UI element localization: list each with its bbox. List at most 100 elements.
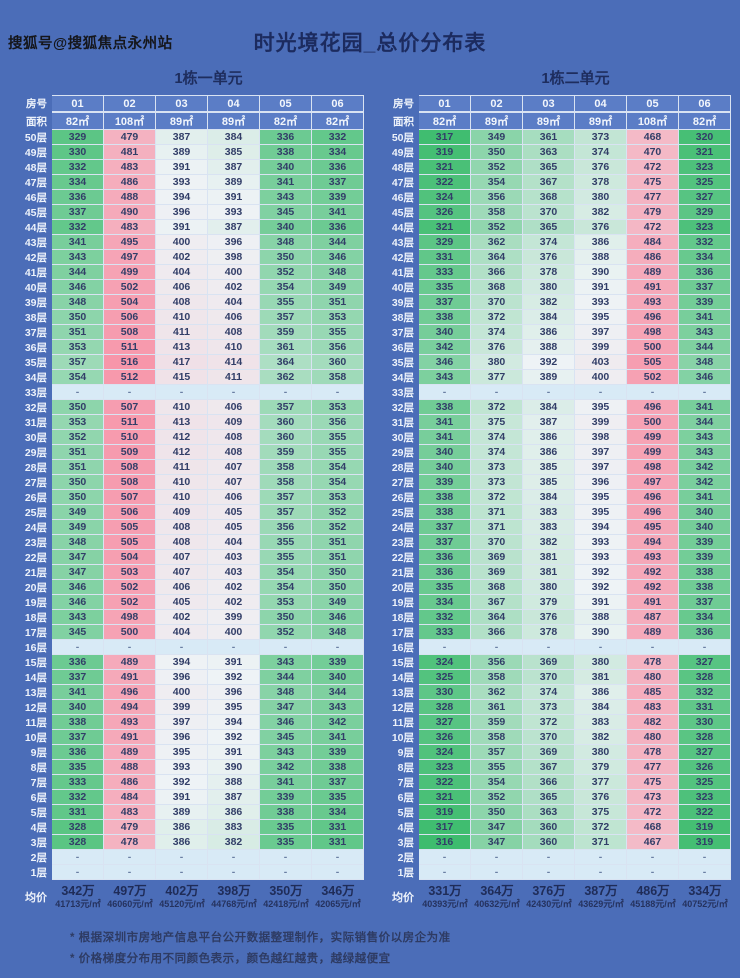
price-cell: 333 bbox=[52, 775, 104, 790]
price-cell: 347 bbox=[471, 835, 523, 850]
price-cell: 339 bbox=[312, 745, 364, 760]
floor-row: 7层 333 486 392 388 341 337 bbox=[8, 775, 364, 790]
price-cell: 355 bbox=[312, 445, 364, 460]
floor-label: 15层 bbox=[24, 657, 47, 669]
price-cell: 331 bbox=[52, 805, 104, 820]
page-title: 时光境花园_总价分布表 bbox=[253, 32, 487, 55]
price-cell: 355 bbox=[312, 430, 364, 445]
price-cell: 348 bbox=[260, 235, 312, 250]
price-cell: 402 bbox=[208, 595, 260, 610]
room-header-cell: 06 bbox=[312, 95, 364, 112]
price-cell: 378 bbox=[575, 175, 627, 190]
price-cell: 498 bbox=[104, 610, 156, 625]
floor-label: 6层 bbox=[30, 792, 47, 804]
empty-price-cell: - bbox=[52, 385, 104, 400]
floor-label: 18层 bbox=[24, 612, 47, 624]
floor-label: 29层 bbox=[24, 447, 47, 459]
price-cell: 324 bbox=[419, 190, 471, 205]
floor-label: 19层 bbox=[24, 597, 47, 609]
price-cell: 392 bbox=[523, 355, 575, 370]
price-cell: 374 bbox=[471, 430, 523, 445]
price-cell: 322 bbox=[419, 175, 471, 190]
price-cell: 389 bbox=[156, 805, 208, 820]
price-cell: 396 bbox=[208, 235, 260, 250]
room-header-cell: 02 bbox=[104, 95, 156, 112]
price-cell: 335 bbox=[52, 760, 104, 775]
empty-price-cell: - bbox=[419, 640, 471, 655]
floor-label: 45层 bbox=[24, 207, 47, 219]
empty-price-cell: - bbox=[104, 850, 156, 865]
price-cell: 328 bbox=[52, 820, 104, 835]
price-cell: 400 bbox=[156, 235, 208, 250]
floor-row: 40层 335 368 380 391 491 337 bbox=[375, 280, 731, 295]
price-cell: 340 bbox=[679, 520, 731, 535]
price-cell: 345 bbox=[52, 625, 104, 640]
price-cell: 411 bbox=[208, 370, 260, 385]
price-cell: 326 bbox=[679, 760, 731, 775]
price-cell: 353 bbox=[312, 310, 364, 325]
price-cell: 335 bbox=[419, 280, 471, 295]
price-cell: 350 bbox=[471, 805, 523, 820]
price-cell: 391 bbox=[156, 160, 208, 175]
price-cell: 364 bbox=[260, 355, 312, 370]
floor-label: 3层 bbox=[30, 837, 47, 849]
floor-label: 10层 bbox=[24, 732, 47, 744]
price-cell: 350 bbox=[260, 250, 312, 265]
floor-row: 47层 334 486 393 389 341 337 bbox=[8, 175, 364, 190]
price-cell: 376 bbox=[471, 340, 523, 355]
avg-price-cell: 486万 45188元/㎡ bbox=[627, 880, 679, 914]
price-cell: 477 bbox=[627, 760, 679, 775]
price-cell: 495 bbox=[627, 520, 679, 535]
floor-row: 46层 336 488 394 391 343 339 bbox=[8, 190, 364, 205]
price-cell: 468 bbox=[627, 130, 679, 145]
price-cell: 489 bbox=[104, 745, 156, 760]
price-cell: 489 bbox=[104, 655, 156, 670]
price-cell: 356 bbox=[260, 520, 312, 535]
floor-row: 33层 - - - - - - bbox=[8, 385, 364, 400]
price-cell: 323 bbox=[419, 760, 471, 775]
price-cell: 386 bbox=[523, 325, 575, 340]
price-cell: 341 bbox=[260, 775, 312, 790]
price-cell: 339 bbox=[260, 790, 312, 805]
price-cell: 335 bbox=[312, 790, 364, 805]
price-cell: 388 bbox=[575, 610, 627, 625]
price-cell: 511 bbox=[104, 340, 156, 355]
avg-row-label: 均价 bbox=[392, 892, 414, 904]
price-cell: 339 bbox=[679, 550, 731, 565]
price-cell: 334 bbox=[679, 250, 731, 265]
price-cell: 333 bbox=[419, 265, 471, 280]
avg-total-price: 402万 bbox=[165, 884, 199, 899]
price-cell: 327 bbox=[679, 745, 731, 760]
price-cell: 400 bbox=[208, 625, 260, 640]
price-cell: 373 bbox=[575, 130, 627, 145]
price-cell: 336 bbox=[419, 550, 471, 565]
empty-price-cell: - bbox=[471, 640, 523, 655]
price-cell: 368 bbox=[523, 190, 575, 205]
price-cell: 379 bbox=[575, 760, 627, 775]
floor-label: 33层 bbox=[391, 387, 414, 399]
price-cell: 347 bbox=[260, 700, 312, 715]
price-cell: 387 bbox=[208, 790, 260, 805]
empty-price-cell: - bbox=[208, 385, 260, 400]
floor-row: 8层 335 488 393 390 342 338 bbox=[8, 760, 364, 775]
price-cell: 332 bbox=[312, 130, 364, 145]
floor-row: 5层 319 350 363 375 472 322 bbox=[375, 805, 731, 820]
price-cell: 346 bbox=[312, 250, 364, 265]
price-cell: 357 bbox=[260, 490, 312, 505]
floor-row: 35层 357 516 417 414 364 360 bbox=[8, 355, 364, 370]
price-cell: 358 bbox=[471, 205, 523, 220]
room-header-cell: 02 bbox=[471, 95, 523, 112]
price-cell: 340 bbox=[260, 160, 312, 175]
price-table-unit-2: 房号 01 02 03 04 05 06 面积 82㎡ 89㎡ 89㎡ 89㎡ 108㎡ 82㎡ 50层 31… bbox=[375, 95, 731, 914]
area-header-cell: 89㎡ bbox=[208, 112, 260, 130]
price-cell: 407 bbox=[156, 550, 208, 565]
price-cell: 484 bbox=[104, 790, 156, 805]
avg-total-price: 376万 bbox=[532, 884, 566, 899]
price-cell: 377 bbox=[471, 370, 523, 385]
avg-total-price: 387万 bbox=[584, 884, 618, 899]
price-cell: 374 bbox=[471, 445, 523, 460]
empty-price-cell: - bbox=[260, 865, 312, 880]
floor-row: 22层 336 369 381 393 493 339 bbox=[375, 550, 731, 565]
empty-price-cell: - bbox=[312, 640, 364, 655]
floor-row: 36层 342 376 388 399 500 344 bbox=[375, 340, 731, 355]
